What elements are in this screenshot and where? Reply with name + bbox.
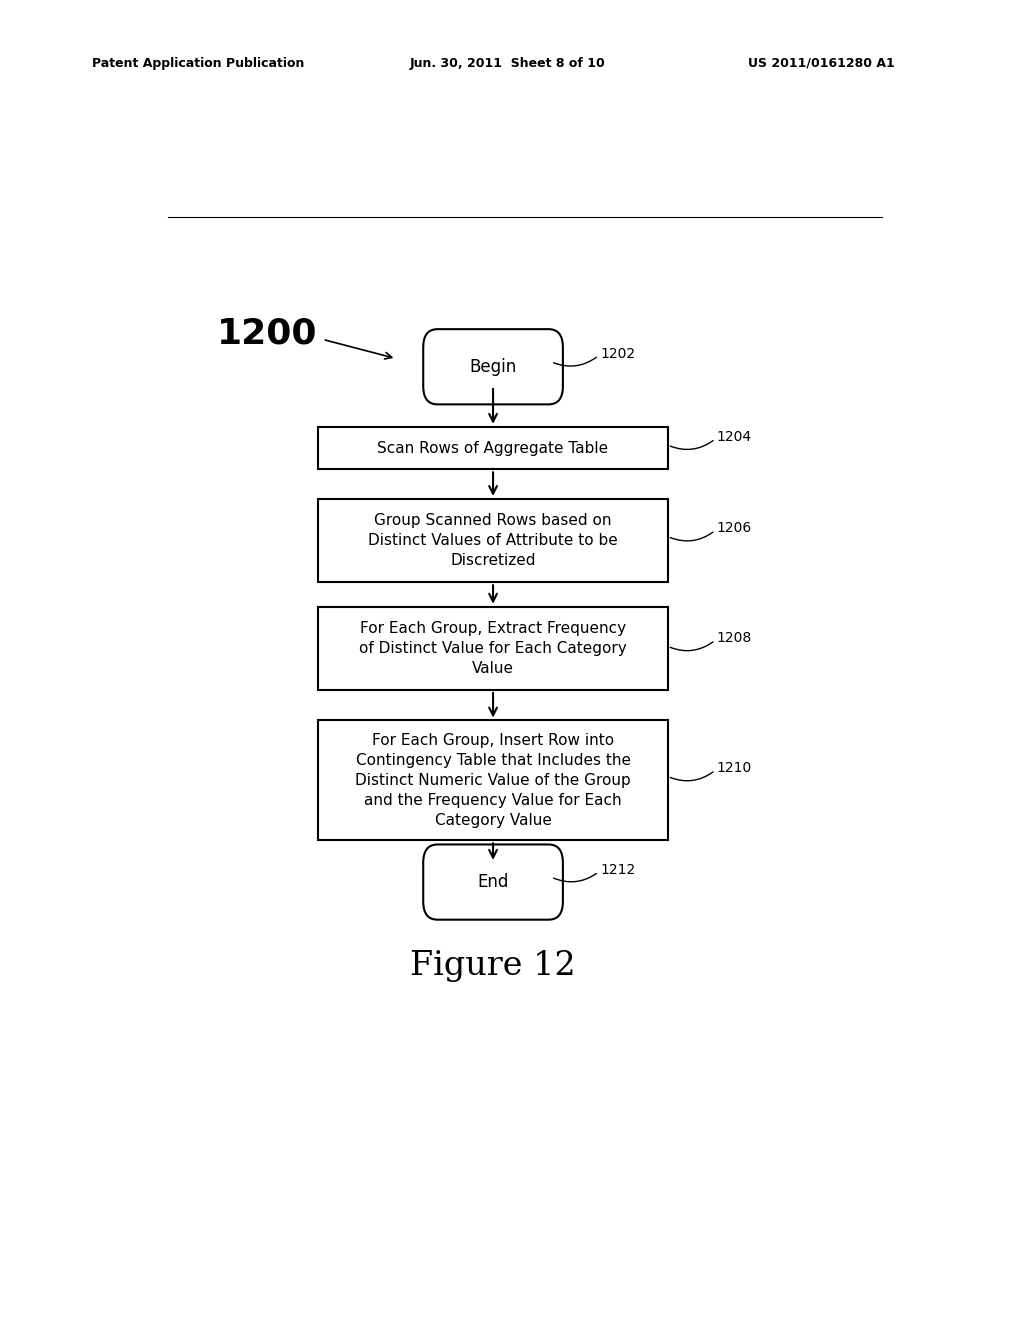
Text: 1212: 1212 xyxy=(600,863,636,876)
Text: For Each Group, Insert Row into
Contingency Table that Includes the
Distinct Num: For Each Group, Insert Row into Continge… xyxy=(355,734,631,828)
Text: 1200: 1200 xyxy=(217,317,317,350)
Text: Scan Rows of Aggregate Table: Scan Rows of Aggregate Table xyxy=(378,441,608,455)
Text: Figure 12: Figure 12 xyxy=(411,950,575,982)
Text: US 2011/0161280 A1: US 2011/0161280 A1 xyxy=(748,57,894,70)
Text: Patent Application Publication: Patent Application Publication xyxy=(92,57,304,70)
Text: 1210: 1210 xyxy=(717,762,752,775)
FancyBboxPatch shape xyxy=(318,426,668,470)
Text: For Each Group, Extract Frequency
of Distinct Value for Each Category
Value: For Each Group, Extract Frequency of Dis… xyxy=(359,620,627,676)
Text: Begin: Begin xyxy=(469,358,517,376)
FancyBboxPatch shape xyxy=(318,499,668,582)
Text: Jun. 30, 2011  Sheet 8 of 10: Jun. 30, 2011 Sheet 8 of 10 xyxy=(410,57,605,70)
Text: End: End xyxy=(477,873,509,891)
FancyBboxPatch shape xyxy=(318,607,668,690)
FancyBboxPatch shape xyxy=(423,329,563,404)
Text: 1206: 1206 xyxy=(717,521,752,536)
FancyBboxPatch shape xyxy=(318,721,668,841)
Text: 1204: 1204 xyxy=(717,430,752,444)
Text: Group Scanned Rows based on
Distinct Values of Attribute to be
Discretized: Group Scanned Rows based on Distinct Val… xyxy=(369,513,617,568)
FancyBboxPatch shape xyxy=(423,845,563,920)
Text: 1208: 1208 xyxy=(717,631,752,645)
Text: 1202: 1202 xyxy=(600,347,635,360)
